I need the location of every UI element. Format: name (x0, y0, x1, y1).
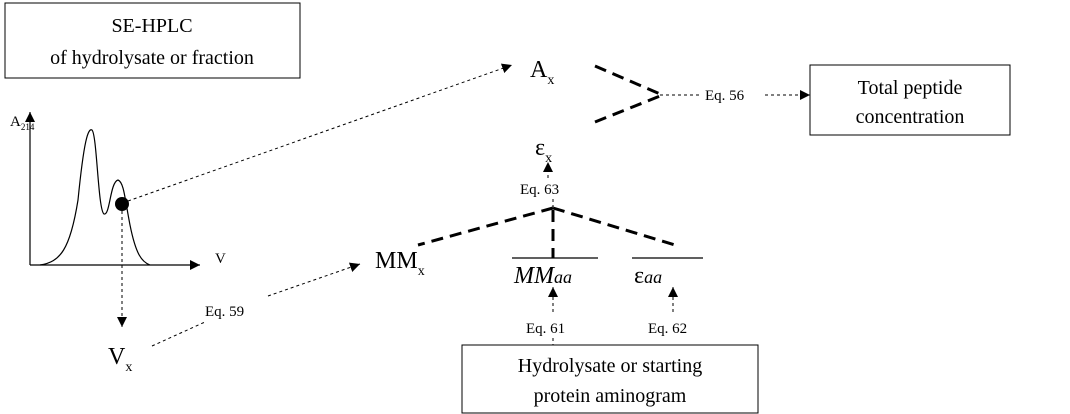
box-text: protein aminogram (534, 385, 687, 407)
connector (594, 64, 661, 96)
arrow (151, 321, 206, 347)
box (809, 64, 1011, 136)
label-sub: x (547, 73, 554, 88)
box (461, 344, 759, 414)
connector (552, 206, 676, 247)
equation: Eq. 62 (648, 321, 687, 337)
label-base: V (108, 344, 126, 370)
equation: Eq. 63 (520, 182, 559, 198)
connector (594, 94, 661, 124)
axis-label: A214 (10, 114, 35, 132)
label-sub: aa (554, 267, 572, 287)
axis-label: V (215, 251, 226, 267)
label: Vx (108, 344, 132, 375)
label-sub: x (125, 360, 132, 375)
label-sub: 214 (21, 122, 35, 132)
equation: Eq. 56 (705, 88, 745, 104)
label-sub: x (418, 264, 425, 279)
box-text: Hydrolysate or starting (518, 355, 702, 377)
label-base: ε (535, 135, 545, 161)
chromatogram (39, 129, 151, 266)
equation: Eq. 59 (205, 304, 244, 320)
label-base: ε (634, 263, 644, 289)
label-base: MM (375, 248, 418, 274)
box (4, 2, 301, 79)
box-text: concentration (856, 106, 965, 128)
label-base: A (530, 57, 548, 83)
label-base: MM (513, 263, 556, 289)
arrow (127, 63, 513, 202)
arrow (267, 262, 361, 297)
label: MMx (375, 248, 425, 279)
label-sub: x (545, 151, 552, 166)
box-text: of hydrolysate or fraction (50, 47, 254, 69)
label-base: A (10, 114, 21, 130)
label: εaa (634, 263, 662, 289)
label: Ax (530, 57, 554, 88)
box-text: Total peptide (858, 77, 963, 99)
label: MMaa (513, 263, 572, 289)
connector (417, 206, 554, 247)
label-sub: aa (644, 267, 662, 287)
box-text: SE-HPLC (111, 15, 192, 37)
label: εx (535, 135, 552, 166)
point (115, 197, 129, 211)
equation: Eq. 61 (526, 321, 565, 337)
